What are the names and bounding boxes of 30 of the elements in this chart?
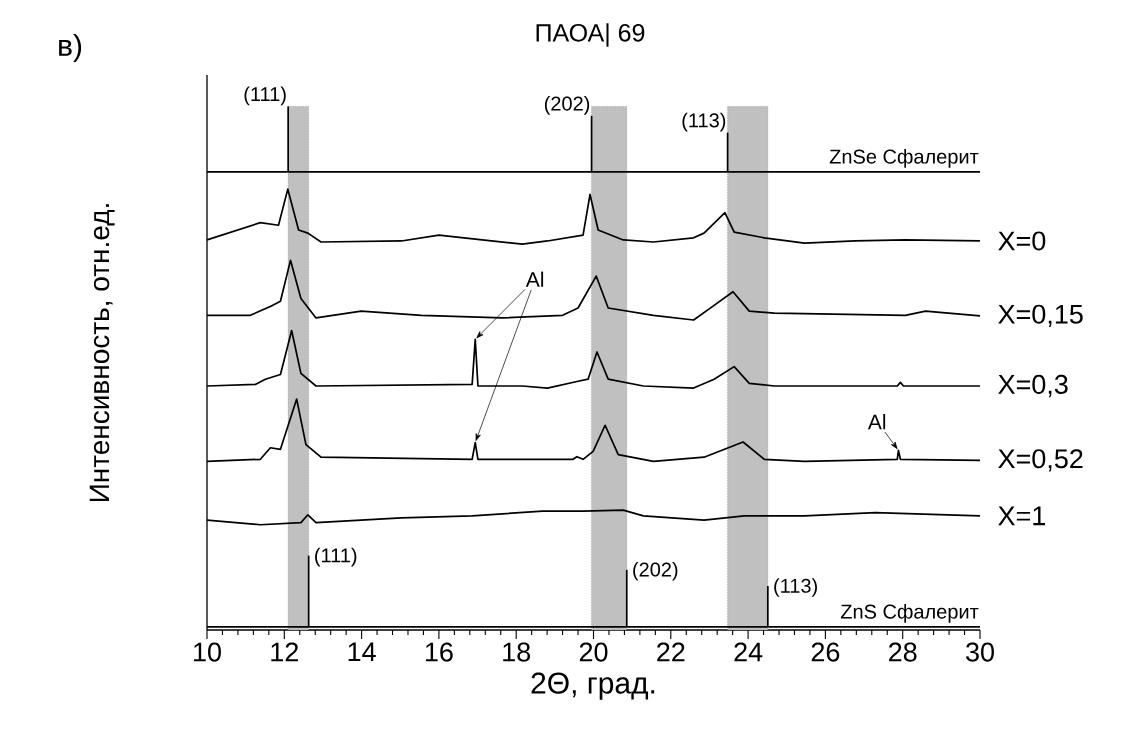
annotation: (111) [244,86,286,106]
annotation: (113) [682,112,726,132]
series-label: X=1 [998,506,1046,526]
x-tick-label: 18 [503,642,531,662]
x-tick-label: 10 [194,642,221,662]
x-tick-label: 20 [579,642,608,662]
x-tick-label: 30 [966,642,994,662]
x-tick-label: 28 [889,642,917,662]
annotation: Al [867,414,886,430]
annotation: (202) [633,561,678,581]
x-axis-title: 2Θ, град. [531,672,655,700]
annotation: (113) [774,578,817,597]
annotation: Al [525,271,544,287]
series-label: ZnS Сфалерит [840,604,979,623]
chart-title: ПАОА| 69 [536,23,645,47]
x-tick-label: 14 [348,642,376,662]
annotation: (202) [544,96,590,115]
series-label: X=0,52 [998,449,1083,472]
y-axis-title: Интенсивность, отн.ед. [89,204,115,502]
x-tick-label: 24 [734,642,763,662]
x-tick-label: 26 [811,642,840,662]
annotation: (111) [315,547,357,567]
series-label: ZnSe Сфалерит [829,149,979,168]
x-tick-label: 16 [425,642,453,662]
series-label: X=0 [998,231,1046,251]
series-label: X=0,3 [998,374,1068,398]
series-label: X=0,15 [998,304,1083,327]
x-tick-label: 22 [657,642,685,662]
text: в) [59,34,82,62]
x-tick-label: 12 [271,642,298,662]
